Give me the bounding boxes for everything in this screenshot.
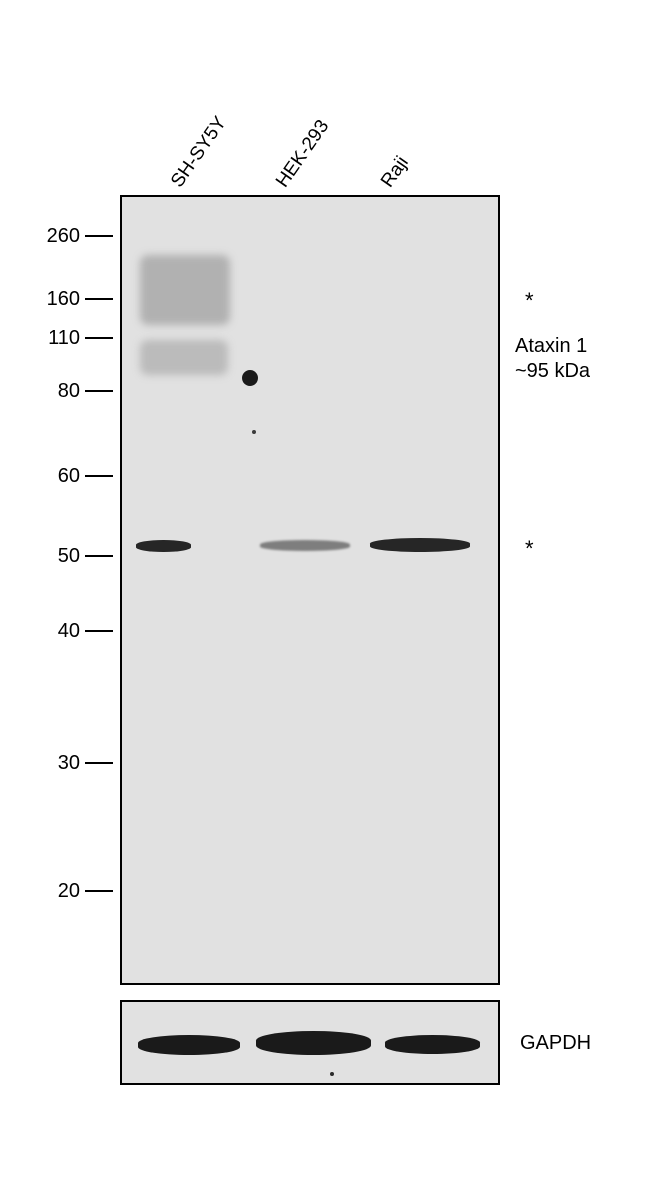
artifact-spot <box>242 370 258 386</box>
gapdh-lane2 <box>256 1031 371 1055</box>
lane-label-1: SH-SY5Y <box>167 113 232 192</box>
mw-label-60: 60 <box>30 465 80 488</box>
asterisk-lower: * <box>525 536 534 562</box>
target-label-line1: Ataxin 1 <box>515 335 587 358</box>
gapdh-speck <box>330 1072 334 1076</box>
mw-label-110: 110 <box>30 327 80 350</box>
lane-label-2: HEK-293 <box>272 116 334 192</box>
mw-tick-160 <box>85 298 113 300</box>
mw-label-160: 160 <box>30 288 80 311</box>
mw-tick-40 <box>85 630 113 632</box>
gapdh-label: GAPDH <box>520 1032 591 1055</box>
mw-label-30: 30 <box>30 752 80 775</box>
mw-tick-110 <box>85 337 113 339</box>
mw-label-20: 20 <box>30 880 80 903</box>
asterisk-upper: * <box>525 288 534 314</box>
mw-label-260: 260 <box>30 225 80 248</box>
mw-tick-260 <box>85 235 113 237</box>
lane-label-3: Raji <box>377 153 414 192</box>
mw-label-80: 80 <box>30 380 80 403</box>
gapdh-lane3 <box>385 1035 480 1054</box>
lane1-band-50 <box>136 540 191 552</box>
lane2-band-50 <box>260 540 350 551</box>
gapdh-lane1 <box>138 1035 240 1055</box>
mw-label-40: 40 <box>30 620 80 643</box>
mw-tick-60 <box>85 475 113 477</box>
lane1-smear-upper <box>140 255 230 325</box>
mw-tick-30 <box>85 762 113 764</box>
artifact-speck <box>252 430 256 434</box>
target-label-line2: ~95 kDa <box>515 360 590 383</box>
mw-tick-20 <box>85 890 113 892</box>
mw-tick-80 <box>85 390 113 392</box>
lane3-band-50 <box>370 538 470 552</box>
mw-tick-50 <box>85 555 113 557</box>
mw-label-50: 50 <box>30 545 80 568</box>
lane1-smear-lower <box>140 340 228 375</box>
